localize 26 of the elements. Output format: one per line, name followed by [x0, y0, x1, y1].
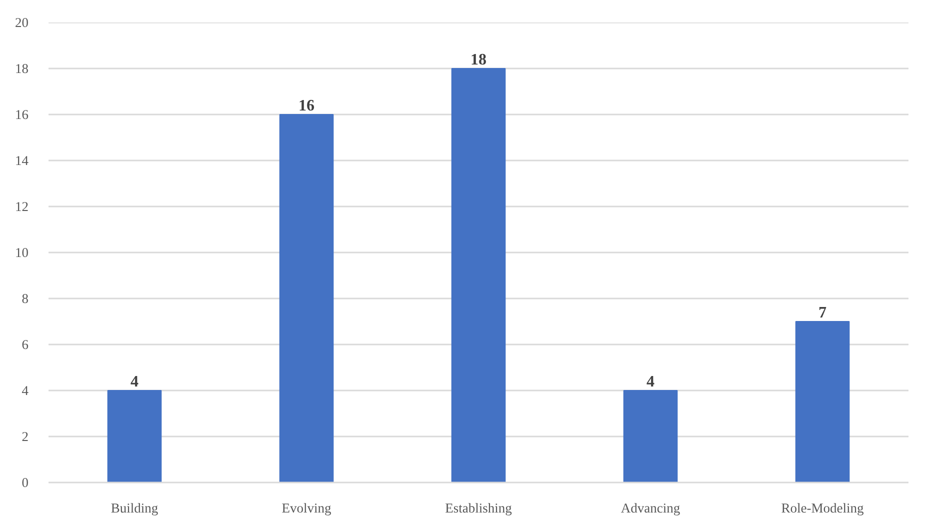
y-tick-label: 8: [22, 291, 29, 306]
bar: [279, 114, 334, 482]
data-label: 18: [470, 52, 486, 68]
y-tick-label: 4: [22, 383, 29, 398]
x-tick-label: Building: [110, 500, 158, 516]
y-tick-label: 0: [22, 475, 29, 490]
y-tick-label: 20: [15, 15, 29, 30]
bar: [451, 68, 506, 482]
data-label: 4: [130, 374, 138, 390]
y-tick-label: 12: [15, 199, 28, 214]
y-tick-label: 10: [15, 245, 29, 260]
x-tick-label: Evolving: [282, 500, 332, 516]
data-label: 4: [646, 374, 654, 390]
y-tick-label: 2: [22, 429, 28, 444]
data-label: 7: [818, 304, 826, 322]
bar: [795, 321, 850, 482]
y-tick-label: 6: [22, 337, 29, 352]
x-tick-label: Advancing: [620, 500, 680, 516]
x-tick-label: Role-Modeling: [781, 500, 864, 516]
bar: [623, 390, 678, 482]
y-tick-label: 14: [15, 153, 29, 168]
bar: [107, 390, 162, 482]
x-tick-label: Establishing: [445, 500, 512, 516]
y-tick-label: 18: [15, 61, 29, 76]
data-label: 16: [298, 98, 314, 114]
y-tick-label: 16: [15, 107, 29, 122]
